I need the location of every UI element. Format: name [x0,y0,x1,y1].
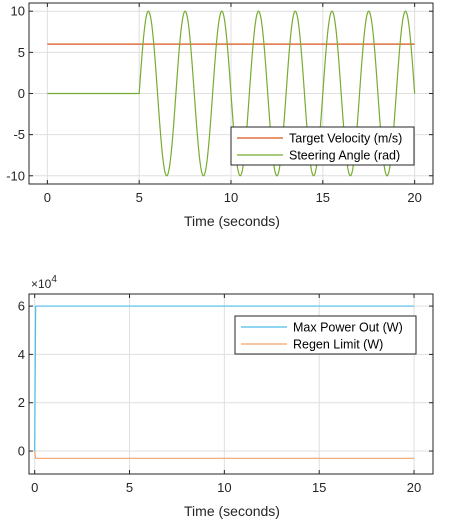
y-tick-label: -5 [13,127,25,142]
x-axis-label: Time (seconds) [184,503,280,519]
legend-entry-1: Max Power Out (W) [293,321,403,335]
series-line-2 [34,450,415,459]
y-tick-label: 0 [18,86,25,101]
series-line-2 [47,10,416,177]
x-tick-label: 5 [126,480,133,495]
y-tick-label: 2 [18,395,25,410]
axes-box [28,293,434,475]
y-tick-label: 5 [18,45,25,60]
x-tick-label: 5 [136,190,143,205]
chart-1: 0 5 10 15 20 -10 -5 0 5 10 Time (seconds) Target Ve… [6,2,434,229]
y-exponent-power: 4 [51,274,57,285]
legend-entry-2: Regen Limit (W) [293,338,383,352]
legend-box [230,126,415,166]
legend-box [234,315,417,355]
y-exponent-base: ×10 [31,277,52,291]
legend-entry-2: Steering Angle (rad) [289,149,400,163]
y-tick-label: 6 [18,299,25,314]
y-exponent-label: ×104 [31,274,57,291]
series-line-1 [34,305,415,452]
x-tick-label: 0 [31,480,38,495]
x-tick-label: 10 [224,190,238,205]
x-tick-label: 20 [407,480,421,495]
y-tick-label: -10 [6,168,25,183]
x-tick-label: 15 [312,480,326,495]
x-tick-label: 20 [407,190,421,205]
x-tick-label: 15 [316,190,330,205]
x-tick-label: 0 [44,190,51,205]
legend-entry-1: Target Velocity (m/s) [289,132,402,146]
x-axis-label: Time (seconds) [184,213,280,229]
y-tick-label: 10 [11,4,25,19]
y-tick-label: 0 [18,444,25,459]
legend: Target Velocity (m/s) Steering Angle (rad… [230,126,415,166]
legend: Max Power Out (W) Regen Limit (W) [234,315,417,355]
y-tick-label: 4 [18,347,25,362]
x-tick-label: 10 [217,480,231,495]
